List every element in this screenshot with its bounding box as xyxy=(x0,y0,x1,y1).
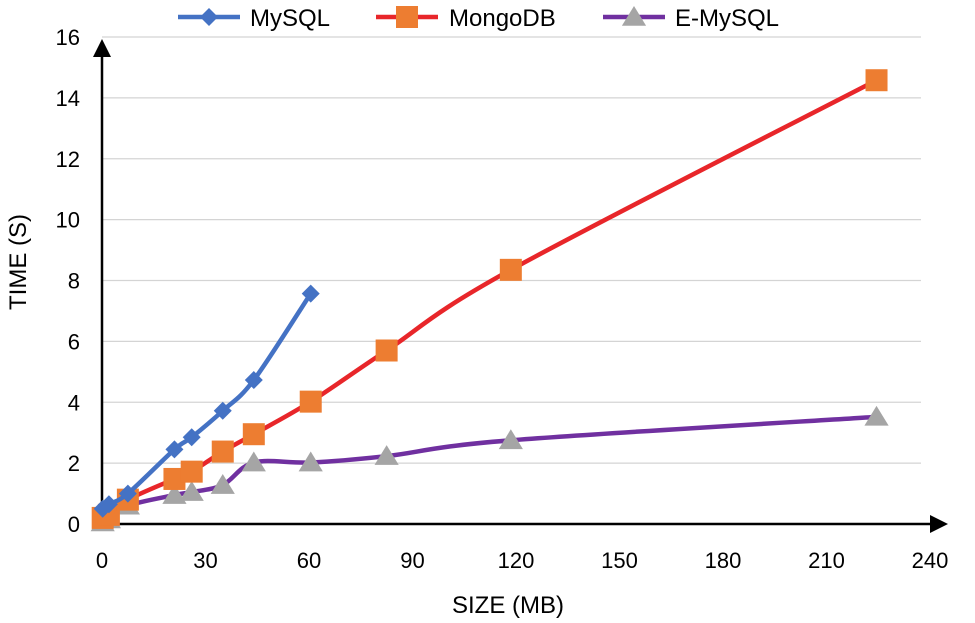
data-point-e-mysql xyxy=(374,445,399,465)
x-tick-label: 30 xyxy=(193,548,217,573)
x-axis-arrow xyxy=(930,515,948,533)
data-point-mongodb xyxy=(299,390,322,413)
data-point-mysql xyxy=(301,284,320,303)
data-point-e-mysql xyxy=(498,429,523,450)
gridlines xyxy=(102,36,921,464)
data-point-mysql xyxy=(99,495,118,514)
series-line-e-mysql xyxy=(100,414,879,525)
x-tick-label: 0 xyxy=(96,548,108,573)
y-axis-arrow xyxy=(93,39,111,57)
series-mongodb xyxy=(91,69,888,529)
y-tick-label: 0 xyxy=(68,512,80,537)
data-point-mongodb xyxy=(211,440,234,463)
y-tick-label: 16 xyxy=(56,25,80,50)
x-tick-label: 90 xyxy=(400,548,424,573)
legend-label-e-mysql: E-MySQL xyxy=(675,5,779,32)
legend-label-mongodb: MongoDB xyxy=(449,5,556,32)
y-tick-label: 12 xyxy=(56,147,80,172)
series-line-mysql xyxy=(100,291,313,512)
data-point-e-mysql xyxy=(864,405,889,426)
data-point-e-mysql xyxy=(179,481,204,501)
x-tick-label: 150 xyxy=(601,548,638,573)
y-tick-label: 4 xyxy=(68,390,80,415)
data-point-e-mysql xyxy=(241,451,266,472)
legend-marker-e-mysql xyxy=(621,6,647,26)
legend-item-e-mysql: E-MySQL xyxy=(603,5,779,32)
axes: 0 2 4 6 8 10 12 14 16 0 30 60 90 120 150 180 210 240 xyxy=(56,25,949,573)
series-mysql xyxy=(93,284,320,518)
y-tick-label: 6 xyxy=(68,329,80,354)
y-tick-label: 2 xyxy=(68,451,80,476)
data-point-mongodb xyxy=(163,467,186,490)
x-axis-title: SIZE (MB) xyxy=(452,592,564,619)
data-point-mysql xyxy=(165,440,184,459)
series-group xyxy=(90,69,889,532)
y-axis-title: TIME (S) xyxy=(5,214,32,310)
y-tick-label: 10 xyxy=(56,208,80,233)
data-point-e-mysql xyxy=(210,474,235,494)
legend-item-mongodb: MongoDB xyxy=(376,5,556,32)
data-point-e-mysql xyxy=(162,484,187,504)
data-point-e-mysql xyxy=(298,451,323,472)
legend-label-mysql: MySQL xyxy=(250,5,330,32)
y-tick-label: 14 xyxy=(56,86,80,111)
legend: MySQL MongoDB E-MySQL xyxy=(178,5,779,32)
data-point-mongodb xyxy=(865,69,888,92)
x-tick-label: 120 xyxy=(498,548,535,573)
data-point-mysql xyxy=(182,428,201,447)
data-point-mysql xyxy=(244,371,263,390)
legend-marker-mysql xyxy=(200,8,218,26)
data-point-mysql xyxy=(213,401,232,420)
data-point-mongodb xyxy=(499,258,522,281)
legend-item-mysql: MySQL xyxy=(178,5,330,32)
legend-marker-mongodb xyxy=(396,6,418,28)
y-tick-label: 8 xyxy=(68,269,80,294)
data-point-mongodb xyxy=(180,460,203,483)
data-point-mysql xyxy=(118,484,137,503)
data-point-mongodb xyxy=(375,339,398,362)
x-tick-label: 180 xyxy=(705,548,742,573)
data-point-mongodb xyxy=(242,423,265,446)
x-tick-label: 210 xyxy=(808,548,845,573)
x-tick-label: 240 xyxy=(912,548,949,573)
x-tick-label: 60 xyxy=(297,548,321,573)
